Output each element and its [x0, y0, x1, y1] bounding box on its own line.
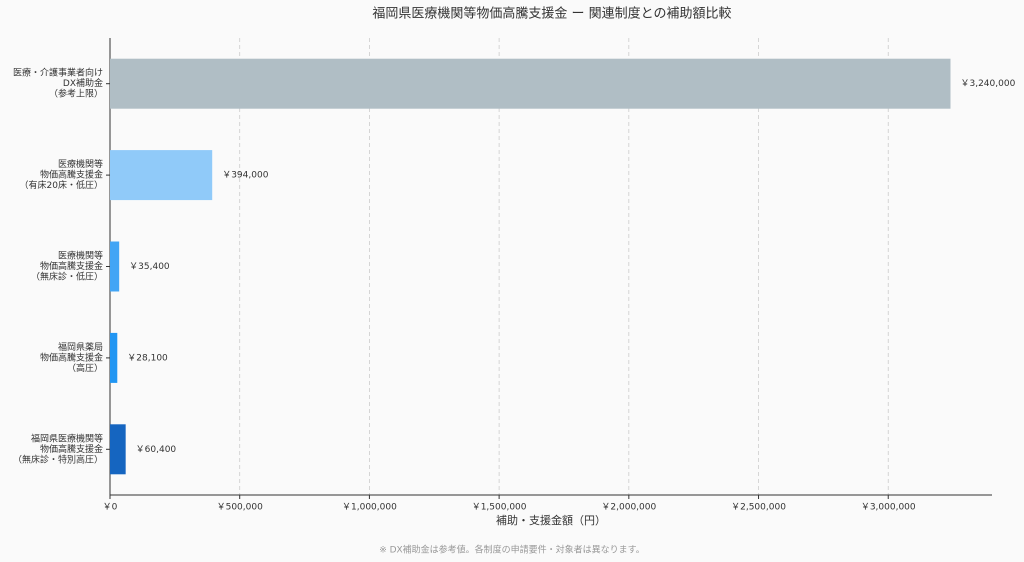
value-label: ￥3,240,000 [960, 79, 1015, 89]
bar [110, 424, 126, 475]
y-tick-label: 物価高騰支援金 [40, 443, 103, 455]
x-axis-label: 補助・支援金額（円） [496, 513, 606, 527]
bar [110, 58, 951, 109]
y-tick-label: 医療機関等 [58, 250, 103, 262]
footnote: ※ DX補助金は参考値。各制度の申請要件・対象者は異なります。 [379, 544, 645, 556]
bar [110, 332, 118, 383]
y-tick-label: 物価高騰支援金 [40, 169, 103, 181]
y-tick-label: （無床診・低圧） [31, 271, 103, 283]
y-tick-label: 医療・介護事業者向け [13, 67, 103, 79]
x-tick-label: ￥3,000,000 [861, 503, 916, 513]
bar [110, 241, 120, 292]
x-tick-label: ￥1,000,000 [342, 503, 397, 513]
y-tick-label: 物価高騰支援金 [40, 260, 103, 272]
y-tick-label: （有床20床・低圧） [20, 179, 103, 191]
y-tick-label: 医療機関等 [58, 158, 103, 170]
value-label: ￥28,100 [127, 353, 168, 363]
x-tick-label: ￥1,500,000 [472, 503, 527, 513]
value-label: ￥60,400 [136, 445, 177, 455]
y-tick-label: （無床診・特別高圧） [13, 453, 103, 465]
bar [110, 150, 213, 201]
y-tick-label: 物価高騰支援金 [40, 351, 103, 363]
x-tick-label: ￥2,500,000 [731, 503, 786, 513]
value-label: ￥394,000 [222, 171, 268, 181]
value-label: ￥35,400 [129, 262, 170, 272]
y-tick-label: DX補助金 [63, 77, 103, 89]
y-tick-label: （高圧） [67, 362, 103, 374]
x-tick-label: ￥0 [103, 503, 118, 513]
x-tick-label: ￥500,000 [217, 503, 263, 513]
y-tick-label: （参考上限） [49, 88, 103, 100]
chart-title: 福岡県医療機関等物価高騰支援金 ー 関連制度との補助額比較 [372, 6, 731, 22]
x-tick-label: ￥2,000,000 [601, 503, 656, 513]
y-tick-label: 福岡県薬局 [58, 341, 103, 353]
y-tick-label: 福岡県医療機関等 [31, 432, 103, 444]
